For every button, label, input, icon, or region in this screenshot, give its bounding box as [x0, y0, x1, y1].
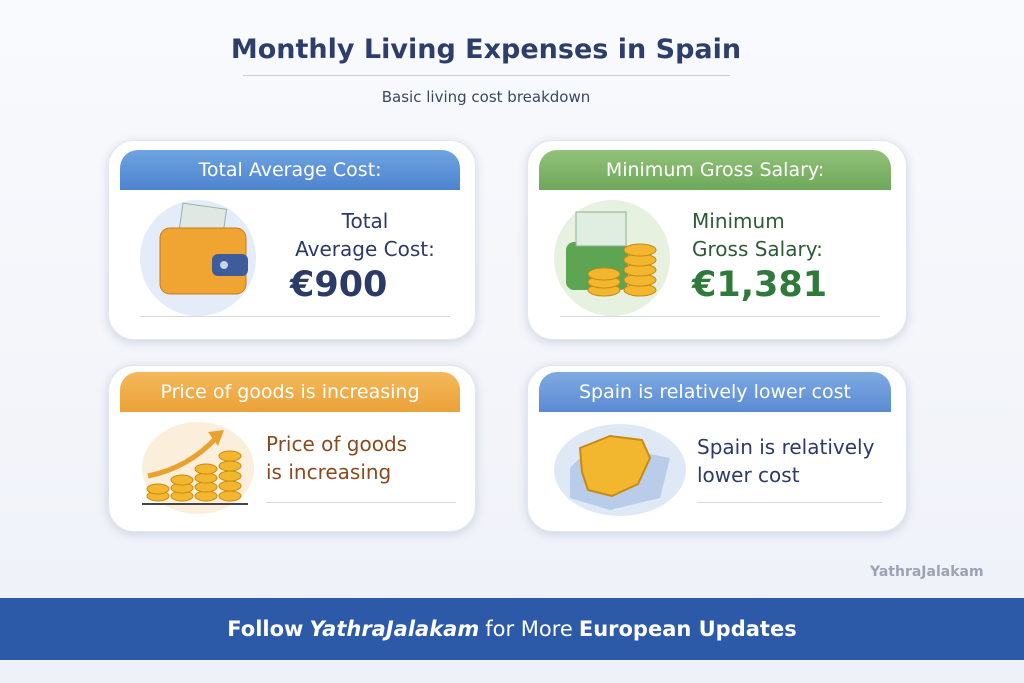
separator — [697, 502, 882, 503]
growth-icon — [142, 422, 254, 514]
text-line: is increasing — [266, 460, 392, 484]
money-icon — [554, 200, 670, 316]
separator — [266, 502, 456, 503]
title: Monthly Living Expenses in Spain — [230, 34, 742, 65]
card-heading: Price of goods is increasing — [120, 372, 460, 412]
footer-text: Follow — [227, 617, 304, 641]
card-text: Spain is relatively lower cost — [697, 433, 874, 489]
text-line: Minimum — [692, 209, 785, 233]
text-line: Spain is relatively — [697, 435, 875, 459]
footer-text: European Updates — [578, 617, 797, 641]
wallet-icon — [140, 200, 256, 316]
separator — [140, 316, 450, 317]
text-line: Gross Salary: — [692, 237, 823, 261]
footer-brand: YathraJalakam — [309, 617, 480, 641]
card-text: Price of goods is increasing — [266, 430, 407, 486]
card-text: Total Average Cost: — [290, 207, 440, 263]
card-value: €900 — [290, 265, 388, 305]
footer-banner: Follow YathraJalakam for More European Upda… — [0, 598, 1024, 660]
card-heading: Total Average Cost: — [120, 150, 460, 190]
footer-text: for More — [485, 617, 573, 641]
text-line: Average Cost: — [295, 237, 435, 261]
text-line: lower cost — [697, 463, 800, 487]
card-heading: Spain is relatively lower cost — [539, 372, 891, 412]
text-line: Total — [341, 209, 389, 233]
watermark: YathraJalakam — [870, 564, 984, 580]
separator — [560, 316, 880, 317]
card-value: €1,381 — [692, 265, 828, 305]
card-heading: Minimum Gross Salary: — [539, 150, 891, 190]
map-icon — [554, 424, 686, 516]
card-text: Minimum Gross Salary: — [692, 207, 823, 263]
title-rule — [243, 75, 730, 76]
text-line: Price of goods — [266, 432, 408, 456]
subtitle: Basic living cost breakdown — [381, 88, 591, 106]
